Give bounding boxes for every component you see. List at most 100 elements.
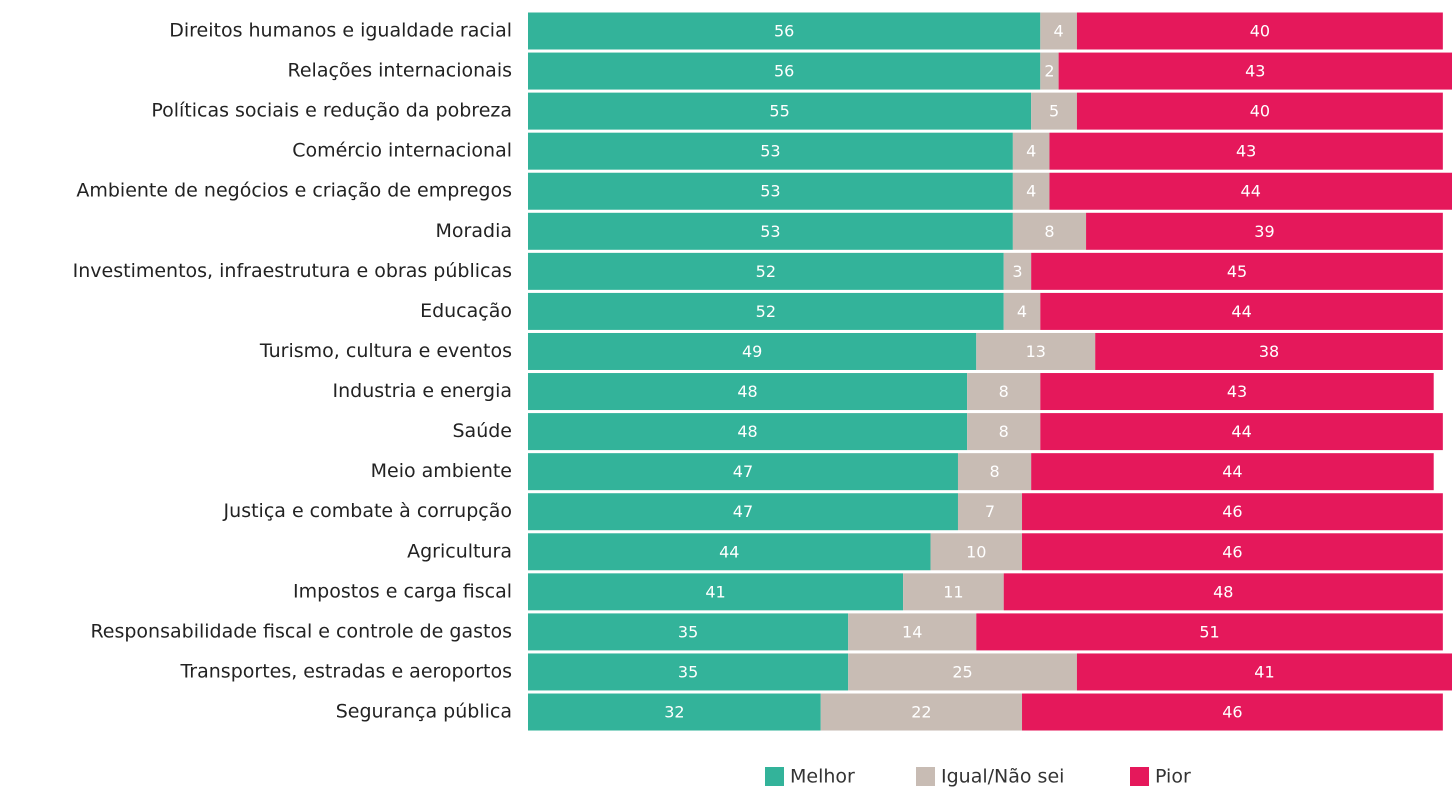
category-label: Ambiente de negócios e criação de empreg… [76, 180, 512, 202]
value-label: 44 [1231, 422, 1251, 441]
bar-segment [528, 373, 968, 411]
bar-segment [528, 693, 821, 731]
bar-segment [528, 172, 1013, 210]
value-label: 14 [902, 622, 922, 641]
bar-segment [930, 533, 1023, 571]
value-label: 41 [1254, 662, 1274, 681]
value-label: 41 [705, 582, 725, 601]
value-label: 43 [1236, 142, 1256, 161]
value-label: 51 [1199, 622, 1219, 641]
bar-segment [1086, 212, 1443, 250]
value-label: 46 [1222, 542, 1242, 561]
value-label: 35 [678, 622, 698, 641]
bar-segment [1012, 132, 1050, 170]
bar-segment [848, 613, 977, 651]
category-label: Investimentos, infraestrutura e obras pú… [73, 260, 512, 282]
category-label: Justiça e combate à corrupção [223, 500, 512, 522]
bar-segment [1040, 12, 1077, 50]
bar-segment [528, 52, 1041, 90]
category-label: Educação [420, 300, 512, 322]
value-label: 39 [1254, 222, 1274, 241]
bar-segment [967, 413, 1041, 451]
value-label: 43 [1227, 382, 1247, 401]
category-label: Segurança pública [336, 701, 512, 723]
bar-segment [528, 92, 1032, 130]
bar-segment [528, 252, 1004, 290]
legend-swatch [916, 767, 935, 786]
bar-segment [1040, 292, 1443, 330]
bar-segment [528, 613, 849, 651]
bar-segment [528, 212, 1013, 250]
value-label: 8 [999, 422, 1009, 441]
value-label: 4 [1017, 302, 1027, 321]
value-label: 40 [1250, 102, 1270, 121]
bar-segment [1031, 92, 1077, 130]
bar-segment [528, 132, 1013, 170]
category-label: Industria e energia [333, 380, 512, 402]
value-label: 45 [1227, 262, 1247, 281]
value-label: 44 [1231, 302, 1251, 321]
value-label: 52 [756, 262, 776, 281]
bar-segment [967, 373, 1041, 411]
value-label: 8 [989, 462, 999, 481]
bar-segment [848, 653, 1077, 691]
value-label: 55 [769, 102, 789, 121]
value-label: 56 [774, 22, 794, 41]
value-label: 38 [1259, 342, 1279, 361]
bar-segment [528, 292, 1004, 330]
bar-segment [976, 613, 1443, 651]
bar-segment [1022, 533, 1443, 571]
value-label: 46 [1222, 703, 1242, 722]
bar-segment [1076, 92, 1443, 130]
value-label: 32 [664, 703, 684, 722]
category-label: Moradia [436, 220, 512, 242]
bar-segment [528, 332, 977, 370]
category-label: Comércio internacional [292, 140, 512, 162]
bar-segment [528, 533, 931, 571]
bar-segment [820, 693, 1023, 731]
category-label: Saúde [453, 420, 513, 442]
value-label: 43 [1245, 62, 1265, 81]
value-label: 44 [1222, 462, 1242, 481]
value-label: 48 [737, 382, 757, 401]
value-label: 8 [1044, 222, 1054, 241]
bar-segment [1031, 252, 1443, 290]
bar-segment [1049, 172, 1452, 210]
value-label: 5 [1049, 102, 1059, 121]
category-label: Responsabilidade fiscal e controle de ga… [90, 620, 512, 642]
value-label: 8 [999, 382, 1009, 401]
legend-swatch [765, 767, 784, 786]
category-label: Agricultura [407, 540, 512, 562]
value-label: 4 [1026, 182, 1036, 201]
bar-segment [1003, 292, 1041, 330]
bar-segment [976, 332, 1096, 370]
value-label: 44 [719, 542, 739, 561]
bar-segment [528, 493, 958, 531]
bar-segment [1040, 413, 1443, 451]
value-label: 44 [1241, 182, 1261, 201]
bar-segment [1022, 693, 1443, 731]
value-label: 48 [737, 422, 757, 441]
value-label: 46 [1222, 502, 1242, 521]
value-label: 11 [943, 582, 963, 601]
value-label: 25 [952, 662, 972, 681]
value-label: 35 [678, 662, 698, 681]
bar-segment [1076, 653, 1452, 691]
category-label: Transportes, estradas e aeroportos [179, 660, 512, 682]
bar-segment [903, 573, 1004, 611]
bar-segment [528, 12, 1041, 50]
category-label: Direitos humanos e igualdade racial [169, 20, 512, 42]
value-label: 22 [911, 703, 931, 722]
category-label: Relações internacionais [288, 60, 513, 82]
bar-segment [1012, 212, 1087, 250]
bar-segment [1076, 12, 1443, 50]
value-label: 4 [1054, 22, 1064, 41]
value-label: 48 [1213, 582, 1233, 601]
value-label: 47 [733, 502, 753, 521]
legend-label: Pior [1155, 766, 1191, 788]
bar-segment [957, 493, 1023, 531]
bar-segment [1012, 172, 1050, 210]
legend-label: Melhor [790, 766, 855, 788]
value-label: 53 [760, 182, 780, 201]
